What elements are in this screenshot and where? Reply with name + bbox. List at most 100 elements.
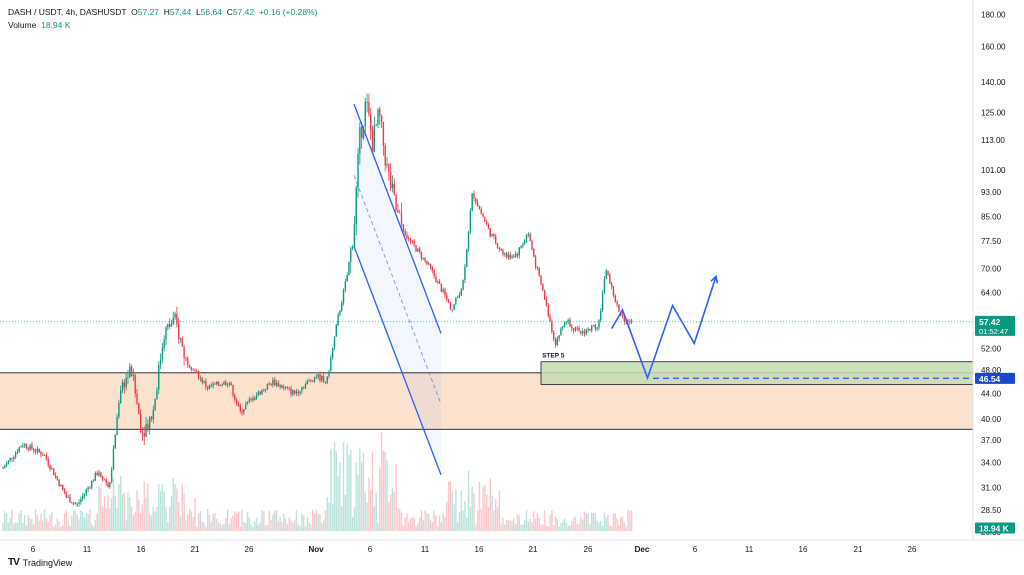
candle-body (437, 280, 439, 282)
volume-bar (114, 495, 116, 531)
volume-bar (281, 521, 283, 531)
volume-bar (342, 441, 345, 531)
candle-body (395, 194, 397, 211)
volume-bar (225, 517, 227, 531)
channel-layer (353, 103, 442, 476)
volume-bar (447, 481, 450, 531)
volume-bar (322, 520, 325, 531)
volume-bar (275, 510, 278, 531)
volume-bar (469, 507, 472, 531)
candle-body (112, 448, 115, 470)
candle-body (228, 383, 231, 385)
volume-bar (596, 520, 598, 531)
volume-bar (433, 510, 435, 531)
volume-bar (185, 519, 187, 531)
candle-body (237, 404, 240, 406)
volume-bar (420, 510, 423, 531)
candle-body (317, 374, 319, 378)
volume-bar (243, 521, 245, 531)
volume-bar (442, 513, 444, 531)
time-tick-label: 6 (693, 545, 698, 554)
candle-body (94, 473, 97, 481)
volume-bar (74, 510, 77, 531)
candle-body (14, 452, 17, 457)
price-tick-label: 64.00 (981, 289, 1002, 298)
price-tick-label: 34.00 (981, 459, 1002, 468)
volume-bar (446, 501, 448, 531)
candle-body (542, 284, 544, 291)
price-tick-label: 48.00 (981, 366, 1002, 375)
candle-body (273, 379, 276, 386)
candle-body (248, 399, 251, 402)
candle-body (134, 374, 136, 394)
volume-bar (96, 513, 98, 531)
price-axis: 180.00 160.00 140.00 125.00 113.00 101.00 93.0… (981, 11, 1006, 537)
candle-body (138, 403, 140, 415)
candle-body (411, 241, 414, 242)
high-value: 57.44 (169, 7, 192, 17)
candle-body (534, 256, 537, 267)
volume-bar (520, 524, 522, 531)
volume-bar (156, 507, 158, 531)
candle-body (609, 274, 611, 284)
volume-bar (272, 514, 274, 531)
candle-body (389, 171, 392, 188)
volume-bar (65, 510, 68, 531)
tradingview-branding[interactable]: TV TradingView (8, 557, 72, 568)
candle-body (125, 377, 127, 388)
target-price-label: 46.54 (979, 374, 1001, 384)
tradingview-logo-icon: TV (8, 557, 20, 568)
volume-bar (357, 475, 359, 531)
candle-body (51, 468, 53, 470)
volume-bar (136, 490, 138, 531)
candle-body (440, 283, 443, 292)
volume-bar (192, 516, 194, 531)
volume-bar (614, 513, 616, 531)
candle-body (33, 448, 35, 452)
candle-body (5, 462, 8, 467)
candle-body (225, 381, 227, 385)
candle-body (348, 262, 350, 276)
candle-body (560, 328, 562, 336)
volume-bar (313, 513, 316, 531)
volume-bar (476, 510, 479, 531)
volume-bar (500, 523, 502, 531)
volume-bar (299, 526, 301, 531)
candle-body (45, 455, 48, 460)
candle-body (319, 374, 321, 381)
candle-body (158, 365, 160, 390)
volume-bar (431, 522, 434, 531)
candle-body (261, 389, 263, 395)
time-tick-label: 11 (83, 545, 92, 554)
volume-label[interactable]: Volume (8, 20, 37, 30)
volume-bar (380, 432, 383, 531)
volume-bar (518, 515, 520, 531)
volume-bar (292, 522, 294, 531)
volume-bar (34, 509, 37, 531)
candle-body (558, 335, 560, 339)
volume-bar (368, 477, 370, 531)
symbol-label[interactable]: DASH / USDT, 4h, DASHUSDT (8, 7, 127, 17)
volume-bar (92, 526, 95, 531)
candle-body (495, 236, 497, 244)
candle-body (176, 313, 178, 325)
volume-bar (110, 497, 113, 531)
volume-bar (397, 507, 399, 531)
time-tick-label: 21 (529, 545, 538, 554)
candle-body (600, 310, 602, 321)
candle-body (295, 391, 298, 394)
candle-body (120, 390, 122, 403)
candle-body (315, 377, 318, 379)
volume-bar (264, 525, 267, 531)
price-tick-label: 85.00 (981, 212, 1002, 221)
candle-body (368, 101, 370, 115)
candle-body (627, 319, 629, 322)
volume-bar (475, 524, 477, 531)
candle-body (455, 297, 457, 305)
volume-bar (72, 510, 75, 531)
volume-bar (516, 514, 519, 531)
candle-body (543, 290, 546, 300)
candle-body (456, 296, 459, 298)
candle-body (591, 325, 593, 331)
